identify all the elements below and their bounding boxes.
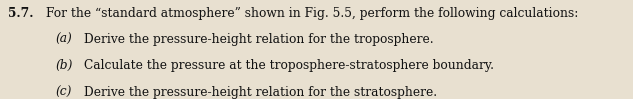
Text: For the “standard atmosphere” shown in Fig. 5.5, perform the following calculati: For the “standard atmosphere” shown in F…: [46, 7, 578, 20]
Text: (c): (c): [56, 86, 72, 99]
Text: Calculate the pressure at the troposphere-stratosphere boundary.: Calculate the pressure at the tropospher…: [84, 59, 494, 72]
Text: (b): (b): [56, 59, 73, 72]
Text: Derive the pressure-height relation for the troposphere.: Derive the pressure-height relation for …: [84, 33, 434, 46]
Text: (a): (a): [56, 33, 72, 46]
Text: Derive the pressure-height relation for the stratosphere.: Derive the pressure-height relation for …: [84, 86, 437, 99]
Text: 5.7.: 5.7.: [8, 7, 33, 20]
